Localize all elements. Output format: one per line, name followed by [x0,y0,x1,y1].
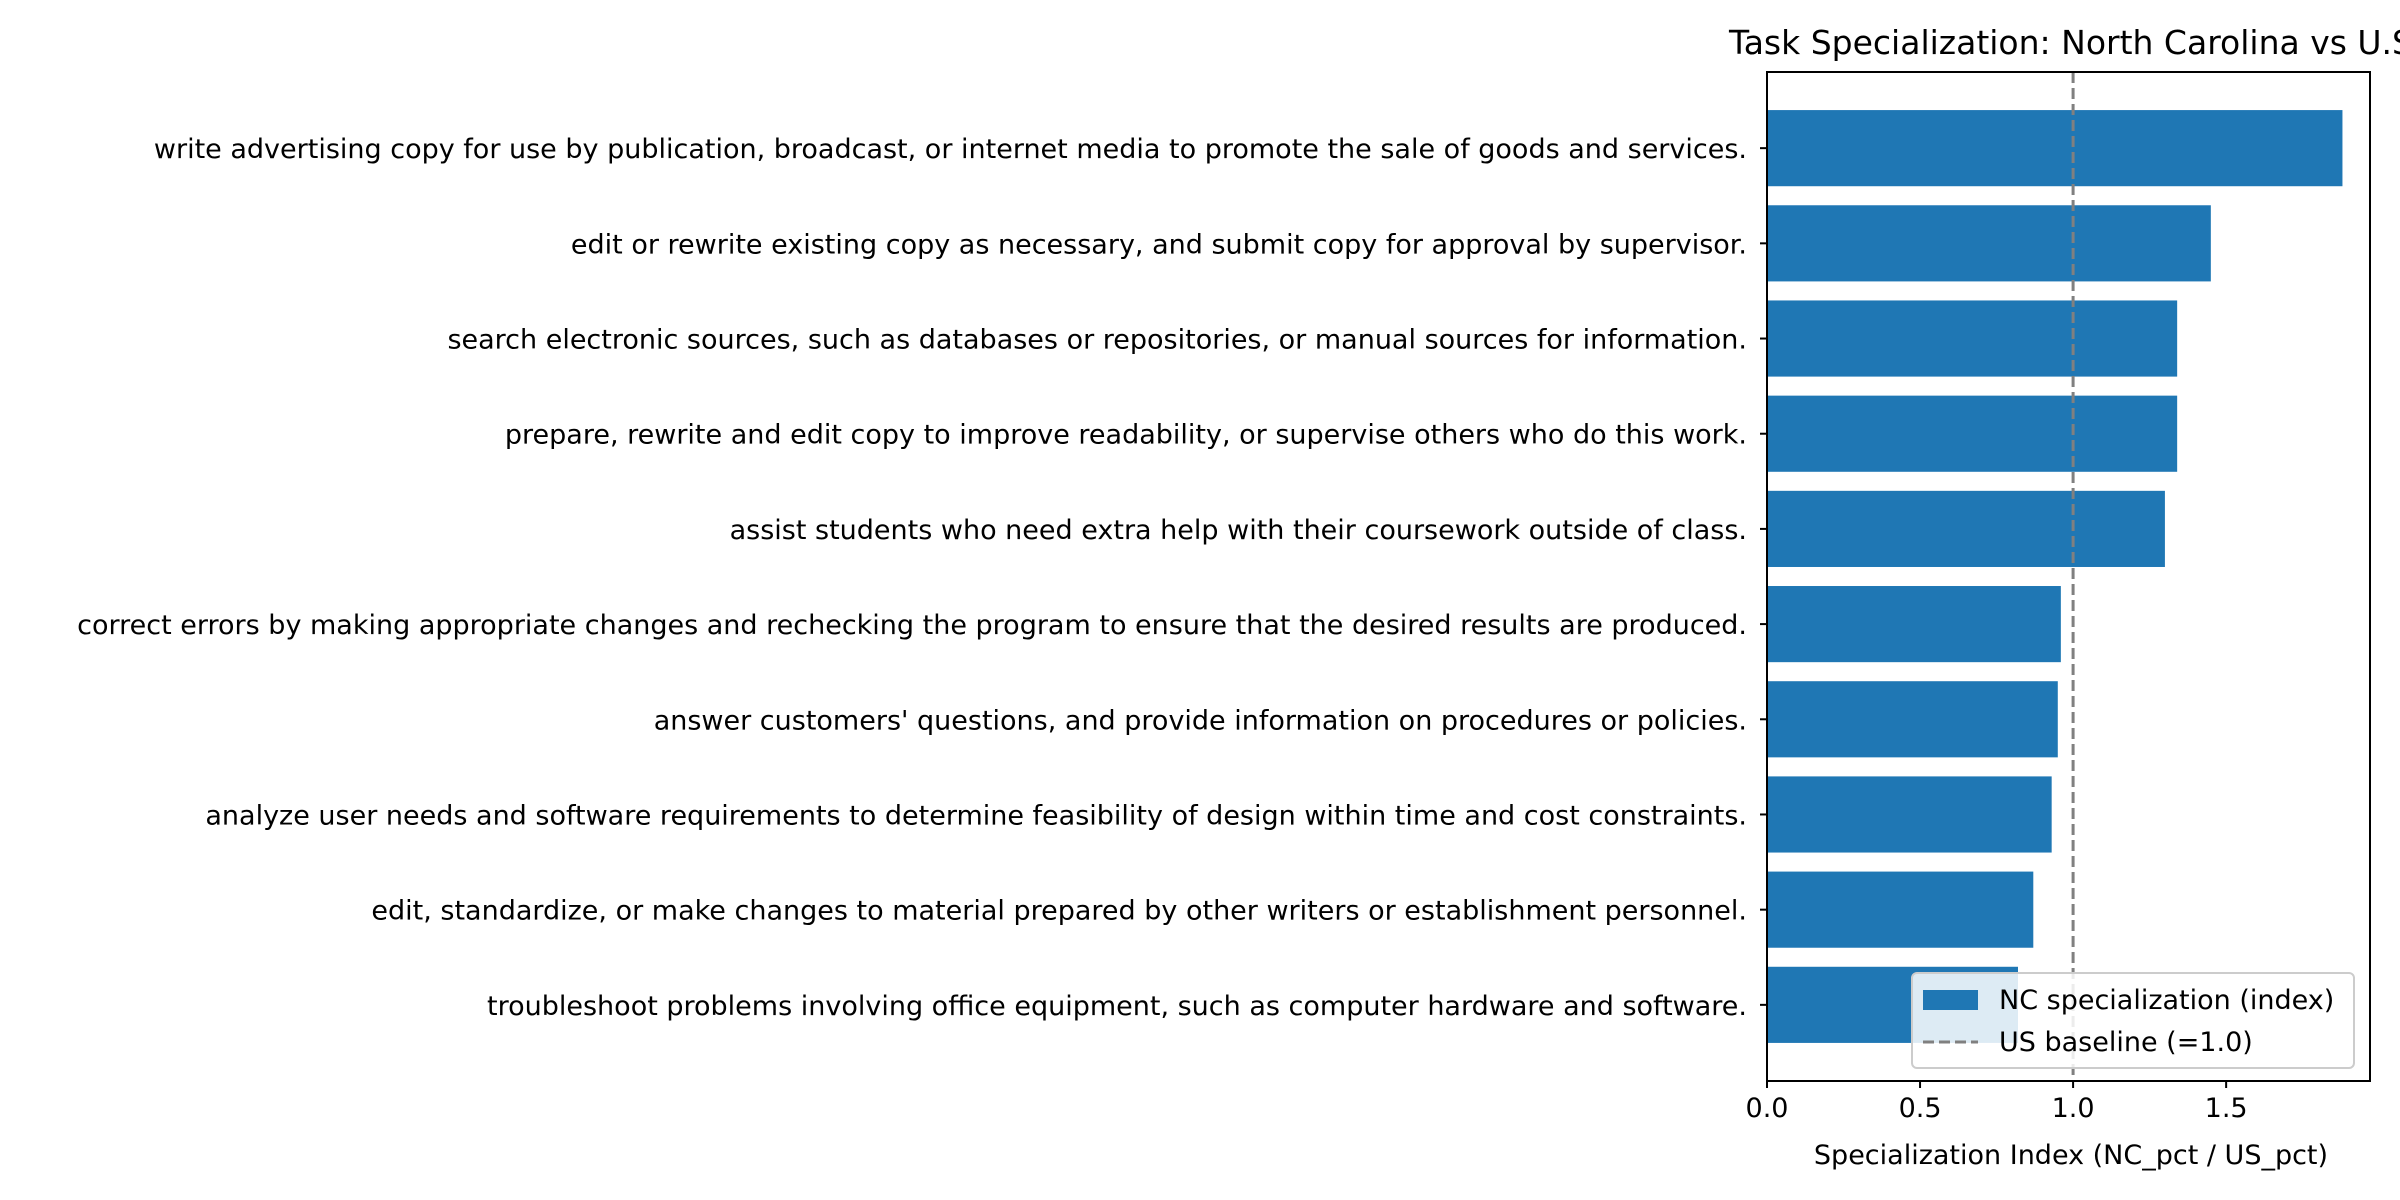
plot-frame [1766,71,2371,1082]
bar [1767,681,2058,758]
bar [1767,871,2034,948]
x-tick-label: 1.5 [2205,1093,2248,1124]
legend-swatch-bar [1923,990,1978,1010]
y-axis-ticks [1760,147,1767,1006]
category-label: edit or rewrite existing copy as necessa… [571,229,1747,260]
x-tick-label: 0.5 [1899,1093,1942,1124]
x-tick-label: 1.0 [2052,1093,2095,1124]
legend-box [1911,972,2355,1069]
bars [1767,110,2343,1043]
bar [1767,205,2211,282]
bar [1767,395,2178,472]
category-label: edit, standardize, or make changes to ma… [371,896,1747,927]
category-label: analyze user needs and software requirem… [205,800,1747,831]
x-axis-ticks: 0.0 0.5 1.0 1.5 [1746,1081,2248,1124]
legend: NC specialization (index) US baseline (=… [1911,972,2355,1069]
category-label: answer customers' questions, and provide… [654,705,1747,736]
bar [1767,776,2052,853]
category-label: troubleshoot problems involving office e… [487,991,1747,1022]
bar [1767,110,2343,187]
category-label: assist students who need extra help with… [730,515,1747,546]
bar [1767,490,2165,567]
x-axis-label: Specialization Index (NC_pct / US_pct) [1814,1140,2328,1171]
category-label: prepare, rewrite and edit copy to improv… [505,420,1747,451]
chart-title: Task Specialization: North Carolina vs U… [1728,23,2400,62]
x-tick-label: 0.0 [1746,1093,1789,1124]
bar [1767,586,2061,663]
category-label: write advertising copy for use by public… [154,134,1747,165]
category-label: search electronic sources, such as datab… [447,325,1747,356]
category-label: correct errors by making appropriate cha… [77,610,1747,641]
legend-entry-nc: NC specialization (index) [1999,985,2334,1016]
legend-entry-baseline: US baseline (=1.0) [1999,1027,2253,1058]
bar [1767,300,2178,377]
category-labels: write advertising copy for use by public… [77,134,1747,1022]
